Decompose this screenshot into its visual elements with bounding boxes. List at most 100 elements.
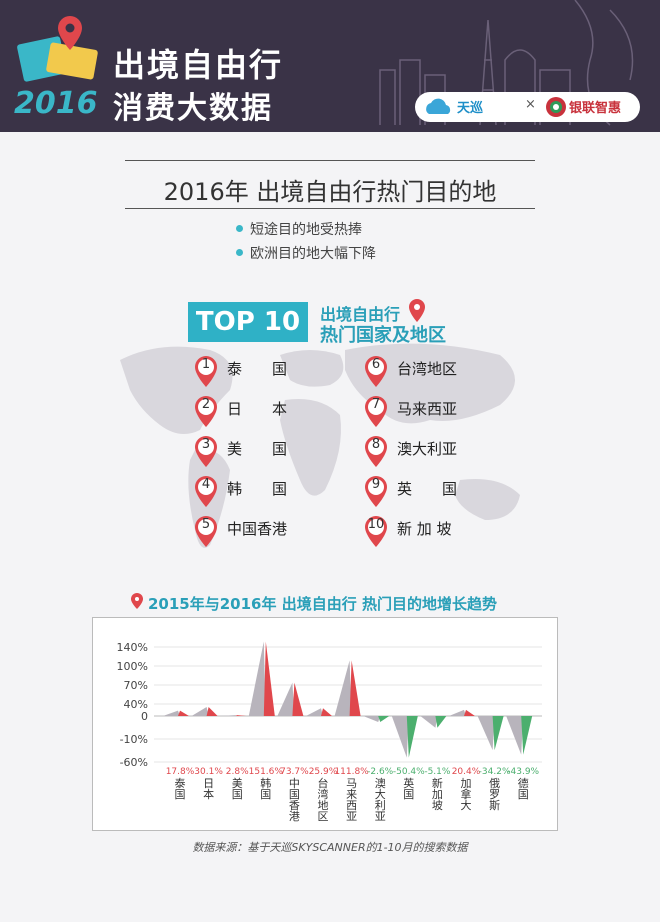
rank-destination-name: 澳大利亚 xyxy=(397,440,458,458)
negative-triangle xyxy=(378,716,390,722)
source-note: 数据来源：基于天巡SKYSCANNER的1-10月的搜索数据 xyxy=(192,841,468,854)
unionpay-logo-icon xyxy=(546,97,566,117)
cross-symbol: × xyxy=(525,97,536,112)
rank-number: 9 xyxy=(371,477,381,492)
rank-pin-icon xyxy=(365,436,387,467)
y-tick-label: 140% xyxy=(117,641,148,654)
x-category-label: 台湾地区 xyxy=(318,776,329,823)
data-value-label: 151.6% xyxy=(249,767,284,777)
y-tick-label: 0 xyxy=(141,710,148,723)
x-category-label: 德国 xyxy=(518,776,529,801)
rank-destination-name: 英 国 xyxy=(397,480,458,498)
header-illustration xyxy=(17,0,634,126)
y-tick-label: -60% xyxy=(120,756,148,769)
data-value-label: 20.4% xyxy=(452,767,481,777)
bullet-item: 短途目的地受热捧 xyxy=(236,219,362,239)
positive-triangle xyxy=(321,708,332,716)
top10-rank-item: 6 台湾地区 xyxy=(364,355,504,395)
data-value-label: -50.4% xyxy=(393,767,425,777)
top10-rank-item: 4 韩 国 xyxy=(194,475,334,515)
header-title: 出境自由行 xyxy=(113,46,284,84)
shadow-triangle xyxy=(191,706,209,716)
rank-number: 8 xyxy=(371,437,381,452)
y-tick-label: 40% xyxy=(124,698,148,711)
header-year: 2016 xyxy=(14,86,98,121)
data-value-label: 73.7% xyxy=(280,767,309,777)
rank-pin-icon xyxy=(365,476,387,507)
rank-destination-name: 美 国 xyxy=(227,440,288,458)
shadow-triangle xyxy=(477,716,495,751)
top10-rank-item: 7 马来西亚 xyxy=(364,395,504,435)
chart-title: 2015年与2016年 出境自由行 热门目的地增长趋势 xyxy=(148,595,497,613)
bullet-dot-icon xyxy=(236,248,243,256)
data-value-label: 17.8% xyxy=(166,767,195,777)
x-category-label: 泰国 xyxy=(175,776,186,801)
tianxun-logo-text: 天巡 xyxy=(457,101,484,116)
x-category-label: 俄罗斯 xyxy=(489,777,500,812)
top10-rank-item: 10 新 加 坡 xyxy=(364,515,504,555)
top10-rank-item: 1 泰 国 xyxy=(194,355,334,395)
positive-triangle xyxy=(178,710,189,716)
top10-heading-line1: 出境自由行 xyxy=(320,305,401,324)
shadow-triangle xyxy=(420,716,438,728)
rank-destination-name: 马来西亚 xyxy=(397,400,458,418)
data-value-label: 111.8% xyxy=(334,767,369,777)
rank-number: 10 xyxy=(367,517,385,532)
rank-number: 2 xyxy=(201,397,211,412)
data-value-label: -34.2% xyxy=(479,767,511,777)
positive-triangle xyxy=(349,660,361,716)
unionpay-logo-text: 银联智惠 xyxy=(569,101,622,116)
rank-pin-icon xyxy=(195,476,217,507)
negative-triangle xyxy=(521,716,533,755)
header-subtitle: 消费大数据 xyxy=(113,91,273,126)
y-tick-label: -10% xyxy=(120,733,148,746)
positive-triangle xyxy=(464,709,475,716)
rank-pin-icon xyxy=(195,356,217,387)
rank-destination-name: 日 本 xyxy=(227,400,288,418)
x-category-label: 加拿大 xyxy=(461,777,472,812)
rank-number: 1 xyxy=(201,357,211,372)
data-value-label: 30.1% xyxy=(194,767,223,777)
rank-pin-icon xyxy=(195,436,217,467)
x-category-label: 韩国 xyxy=(260,776,271,801)
shadow-triangle xyxy=(363,716,381,722)
header-banner: 出境自由行 2016 消费大数据 天巡 × 银联智惠 xyxy=(0,0,660,132)
rank-number: 7 xyxy=(371,397,381,412)
rank-pin-icon xyxy=(365,356,387,387)
chart-panel xyxy=(92,617,558,831)
rank-pin-icon xyxy=(365,516,387,547)
bullet-item: 欧洲目的地大幅下降 xyxy=(236,243,376,263)
location-pin-icon xyxy=(131,593,143,609)
x-category-label: 新加坡 xyxy=(432,776,443,812)
top10-rank-item: 8 澳大利亚 xyxy=(364,435,504,475)
data-value-label: -2.6% xyxy=(367,767,394,777)
top10-heading-line2: 热门国家及地区 xyxy=(320,325,446,346)
rank-number: 4 xyxy=(201,477,211,492)
title-rule-top xyxy=(125,160,535,161)
rank-number: 5 xyxy=(201,517,211,532)
data-value-label: -5.1% xyxy=(424,767,451,777)
positive-triangle xyxy=(263,641,275,716)
y-tick-label: 100% xyxy=(117,660,148,673)
x-category-label: 日本 xyxy=(203,777,214,801)
x-category-label: 英国 xyxy=(403,776,414,801)
top10-rank-item: 3 美 国 xyxy=(194,435,334,475)
rank-destination-name: 新 加 坡 xyxy=(397,520,452,538)
shadow-triangle xyxy=(449,709,466,716)
rank-pin-icon xyxy=(365,396,387,427)
shadow-triangle xyxy=(506,716,524,755)
data-value-label: -43.9% xyxy=(507,767,539,777)
shadow-triangle xyxy=(248,641,266,716)
x-category-label: 澳大利亚 xyxy=(375,777,386,823)
cloud-icon xyxy=(426,98,451,114)
shadow-triangle xyxy=(220,715,238,716)
positive-triangle xyxy=(206,706,218,716)
negative-triangle xyxy=(406,716,418,758)
partner-logos: 天巡 × 银联智惠 xyxy=(415,92,640,122)
data-value-label: 2.8% xyxy=(226,767,249,777)
bullet-dot-icon xyxy=(236,224,243,232)
negative-triangle xyxy=(435,716,447,728)
shadow-triangle xyxy=(306,708,323,716)
positive-triangle xyxy=(292,682,304,716)
positive-triangle xyxy=(235,715,247,716)
